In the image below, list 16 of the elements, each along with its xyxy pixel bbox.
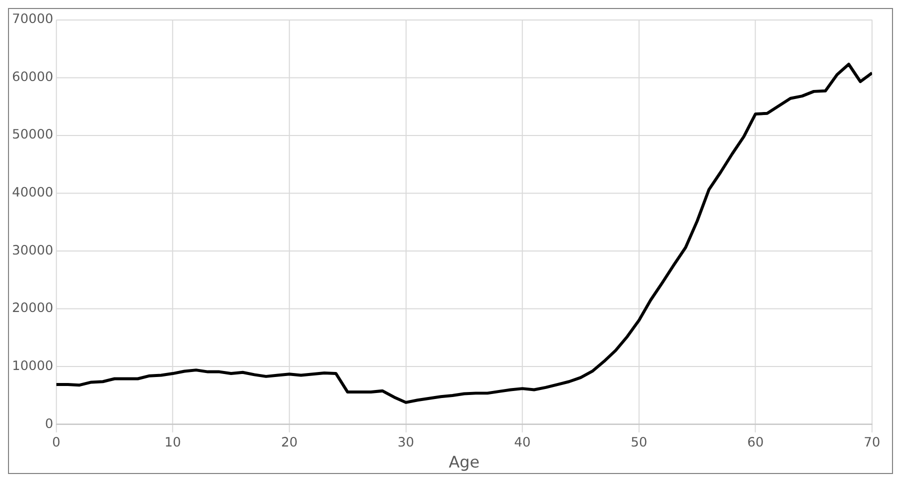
y-tick-label: 20000 — [12, 301, 54, 316]
x-axis-title: Age — [448, 452, 480, 472]
x-tick-label: 20 — [281, 436, 298, 450]
y-tick-label: 70000 — [12, 12, 54, 28]
x-tick-label: 60 — [747, 436, 764, 450]
y-tick-label: 60000 — [12, 70, 54, 85]
y-tick-label: 30000 — [12, 243, 54, 258]
y-tick-label: 10000 — [12, 358, 54, 374]
y-tick-label: 0 — [45, 416, 54, 432]
x-tick-label: 70 — [864, 436, 880, 450]
x-tick-label: 30 — [398, 436, 414, 450]
y-tick-label: 50000 — [12, 128, 54, 143]
x-tick-label: 40 — [514, 436, 531, 450]
y-tick-label: 40000 — [12, 186, 54, 201]
x-tick-label: 50 — [630, 436, 648, 450]
x-tick-label: 10 — [164, 436, 182, 450]
